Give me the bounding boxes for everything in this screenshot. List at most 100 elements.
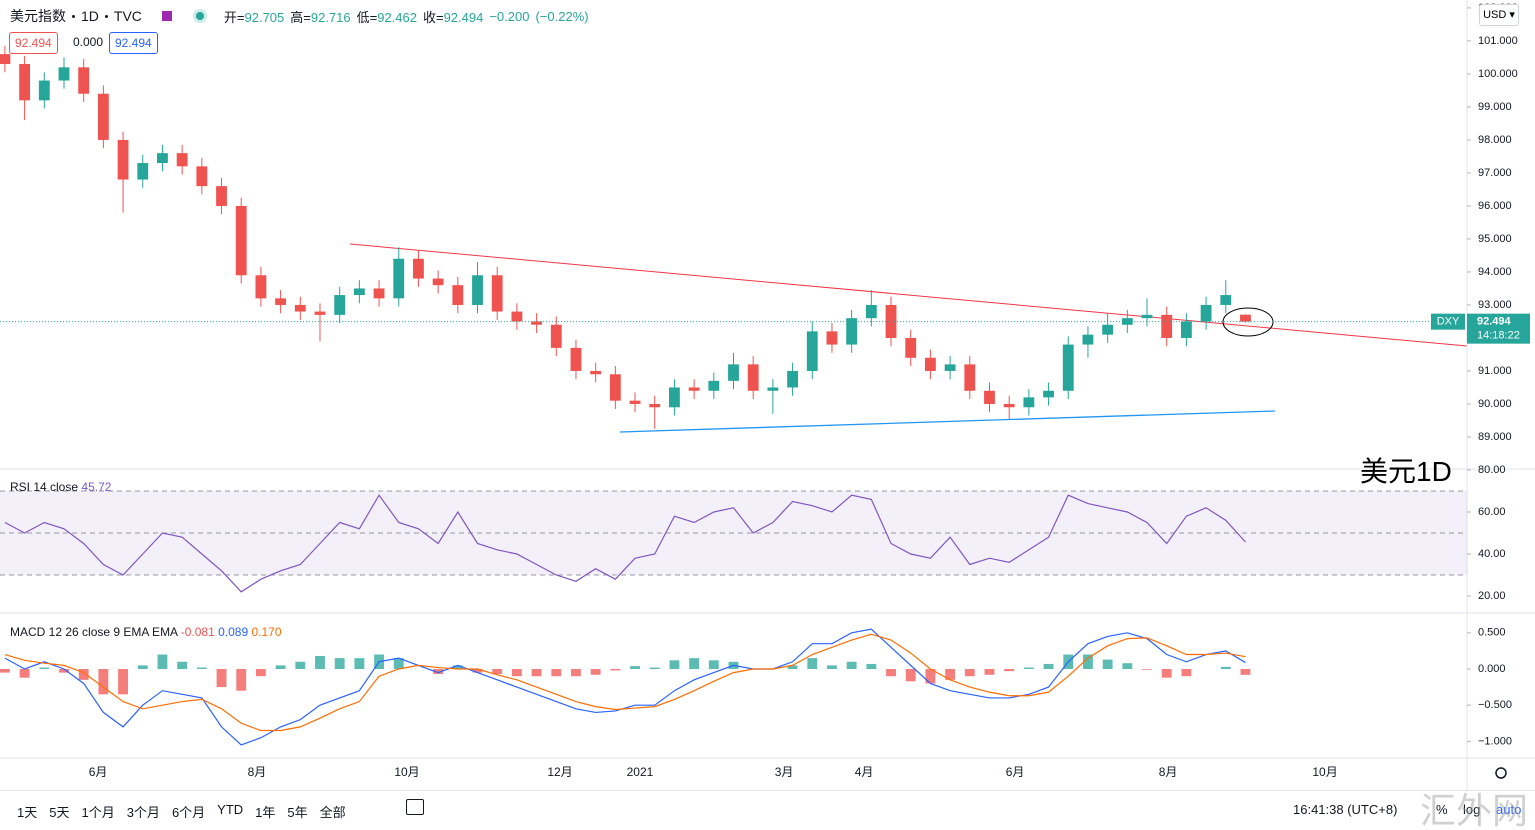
candle-body [767, 387, 779, 391]
interval[interactable]: 1D [81, 8, 99, 24]
candle-body [609, 374, 621, 401]
candle-body [629, 400, 641, 404]
candle-body [1023, 397, 1035, 408]
price-tag-bg [1467, 313, 1530, 344]
macd-histogram-bar [846, 661, 857, 669]
macd-legend: MACD 12 26 close 9 EMA EMA -0.081 0.089 … [10, 625, 282, 639]
macd-histogram-bar [354, 658, 365, 669]
settings-icon[interactable] [1495, 767, 1507, 779]
macd-histogram-bar [984, 668, 995, 675]
macd-histogram-bar [1102, 659, 1113, 669]
macd-histogram-bar [1083, 654, 1093, 669]
candle-body [196, 166, 208, 187]
macd-histogram-bar [945, 668, 956, 680]
symbol[interactable]: 美元指数 [10, 8, 66, 24]
clock: 16:41:38 (UTC+8) [1293, 802, 1398, 817]
range-button[interactable]: 6个月 [171, 805, 206, 820]
candle-body [97, 93, 109, 140]
y-tick-label: 40.00 [1478, 548, 1506, 560]
candle-body [649, 403, 661, 408]
bottom-toolbar: 1天 5天 1个月 3个月 6个月 YTD 1年 5年 全部 16:41:38 (UTC+8) … [0, 790, 1535, 830]
macd-histogram-bar [925, 668, 936, 684]
candle-body [294, 304, 306, 312]
macd-histogram-bar [1043, 663, 1054, 669]
legend-header: 美元指数 1D TVC 开=92.705 高=92.716 低=92.462 收… [10, 6, 589, 26]
candle-body [1220, 295, 1232, 305]
macd-histogram-bar [19, 668, 30, 678]
candle-body [1003, 403, 1015, 408]
x-tick-label: 12月 [547, 765, 572, 779]
range-button[interactable]: 5天 [49, 805, 70, 820]
percent-toggle[interactable]: % [1436, 802, 1448, 817]
range-button[interactable]: 1天 [17, 805, 38, 820]
currency-selector[interactable]: USD ▾ [1479, 4, 1519, 26]
auto-toggle[interactable]: auto [1496, 802, 1522, 817]
candle-body [944, 364, 956, 371]
y-tick-label: 101.000 [1478, 35, 1518, 47]
y-tick-label: −0.500 [1478, 699, 1512, 711]
candle-body [157, 153, 168, 164]
candle-body [1043, 390, 1054, 398]
macd-histogram-bar [531, 668, 542, 677]
macd-histogram-bar [137, 665, 148, 669]
range-button[interactable]: 全部 [319, 805, 346, 820]
candle-body [511, 311, 523, 322]
close-value: 92.494 [443, 9, 484, 25]
candle-body [334, 295, 346, 315]
watermark: 汇外网 [1420, 791, 1529, 830]
candle-body [413, 258, 424, 279]
y-tick-label: 0.000 [1478, 663, 1506, 675]
macd-histogram-bar [827, 665, 837, 669]
range-button[interactable]: YTD [217, 802, 244, 817]
dot [72, 14, 75, 18]
log-toggle[interactable]: log [1463, 802, 1481, 817]
macd-title: MACD 12 26 close 9 EMA EMA [10, 625, 178, 639]
y-tick-label: 94.000 [1478, 266, 1512, 278]
candle-body [117, 139, 129, 180]
candle-body [1062, 344, 1074, 391]
range-button[interactable]: 1年 [255, 805, 276, 820]
candle-body [432, 278, 444, 286]
candle-body [964, 364, 976, 391]
range-button[interactable]: 5年 [287, 805, 308, 820]
macd-histogram-bar [807, 658, 818, 669]
macd-histogram-bar [157, 654, 168, 669]
macd-histogram-bar [1240, 668, 1251, 675]
macd-value: 0.089 [218, 625, 249, 639]
currency: USD [1483, 9, 1507, 21]
macd-histogram-bar [452, 665, 463, 669]
candle-body [452, 285, 464, 305]
x-tick-label: 8月 [248, 765, 267, 779]
macd-histogram-bar [964, 668, 975, 677]
support-trendline [619, 410, 1276, 433]
candle-body [353, 288, 365, 296]
x-tick-label: 6月 [1006, 765, 1025, 779]
bid-box: 92.494 [9, 32, 58, 54]
macd-histogram-bar [492, 668, 503, 675]
candle-body [275, 298, 287, 305]
candle-body [826, 331, 838, 345]
change-pct: (−0.22%) [535, 8, 589, 24]
macd-histogram-bar [295, 661, 306, 669]
macd-histogram-bar [571, 668, 581, 677]
y-tick-label: 100.000 [1478, 68, 1518, 80]
flag-icon[interactable] [161, 11, 172, 21]
candle-body [1141, 314, 1153, 319]
candle-body [787, 370, 798, 388]
macd-histogram-bar [177, 661, 188, 669]
date-range-icon[interactable] [406, 799, 424, 815]
y-tick-label: 98.000 [1478, 134, 1512, 146]
x-tick-label: 8月 [1159, 765, 1178, 779]
y-tick-label: 93.000 [1478, 299, 1512, 311]
candle-body [0, 54, 11, 65]
x-tick-label: 4月 [855, 765, 874, 779]
hist-value: -0.081 [180, 625, 215, 639]
candle-body [905, 337, 917, 358]
y-tick-label: 0.500 [1478, 627, 1506, 639]
y-tick-label: 20.00 [1478, 590, 1506, 602]
range-button[interactable]: 3个月 [126, 805, 160, 820]
range-button[interactable]: 1个月 [81, 805, 115, 820]
high: 高=92.716 [290, 7, 350, 26]
